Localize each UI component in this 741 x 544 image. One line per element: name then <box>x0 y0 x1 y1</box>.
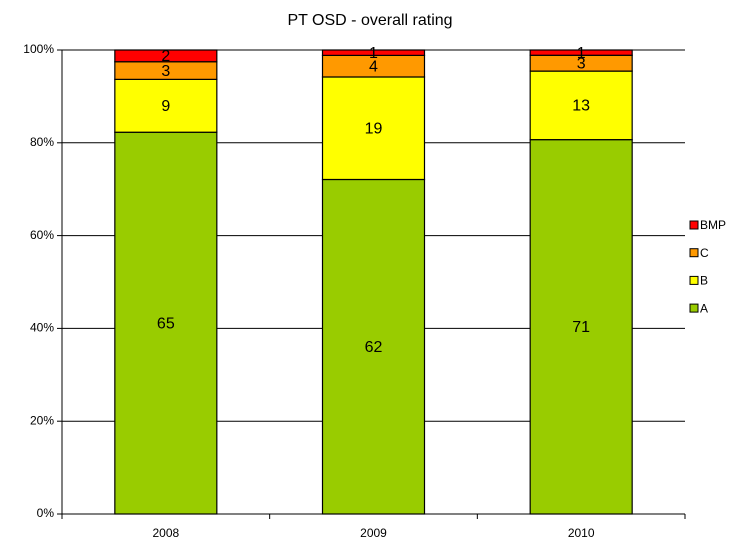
bar-segment <box>114 49 218 63</box>
chart-title: PT OSD - overall rating <box>287 12 452 29</box>
legend-label: C <box>700 246 709 260</box>
data-label: 1 <box>577 45 586 62</box>
data-label: 13 <box>572 98 590 115</box>
data-label: 19 <box>365 120 383 137</box>
x-tick-label: 2009 <box>360 526 387 540</box>
legend-swatch <box>689 220 699 230</box>
legend-label: B <box>700 274 708 288</box>
bar-segment <box>321 178 426 515</box>
data-label: 71 <box>572 319 590 336</box>
bar-segment <box>529 49 633 56</box>
y-tick-label: 0% <box>37 506 55 520</box>
bar-segment <box>321 49 426 56</box>
x-tick-label: 2008 <box>152 526 179 540</box>
legend-swatch <box>689 303 699 313</box>
legend-swatch <box>689 275 699 285</box>
data-label: 3 <box>577 55 586 72</box>
x-tick-label: 2010 <box>568 526 595 540</box>
bar-segment <box>321 76 426 181</box>
y-tick-label: 60% <box>30 228 54 242</box>
y-tick-label: 40% <box>30 321 54 335</box>
data-label: 3 <box>161 63 170 80</box>
legend-label: A <box>700 301 708 315</box>
bar-segment <box>529 70 633 141</box>
bar-segment <box>529 139 633 515</box>
data-label: 62 <box>365 339 383 356</box>
data-label: 4 <box>369 58 378 75</box>
y-tick-label: 80% <box>30 135 54 149</box>
data-label: 65 <box>157 315 175 332</box>
legend-swatch <box>689 248 699 258</box>
data-label: 1 <box>369 45 378 62</box>
data-label: 9 <box>161 98 170 115</box>
legend-label: BMP <box>700 218 726 232</box>
data-label: 2 <box>161 48 170 65</box>
y-tick-label: 20% <box>30 413 54 427</box>
y-tick-label: 100% <box>23 42 54 56</box>
